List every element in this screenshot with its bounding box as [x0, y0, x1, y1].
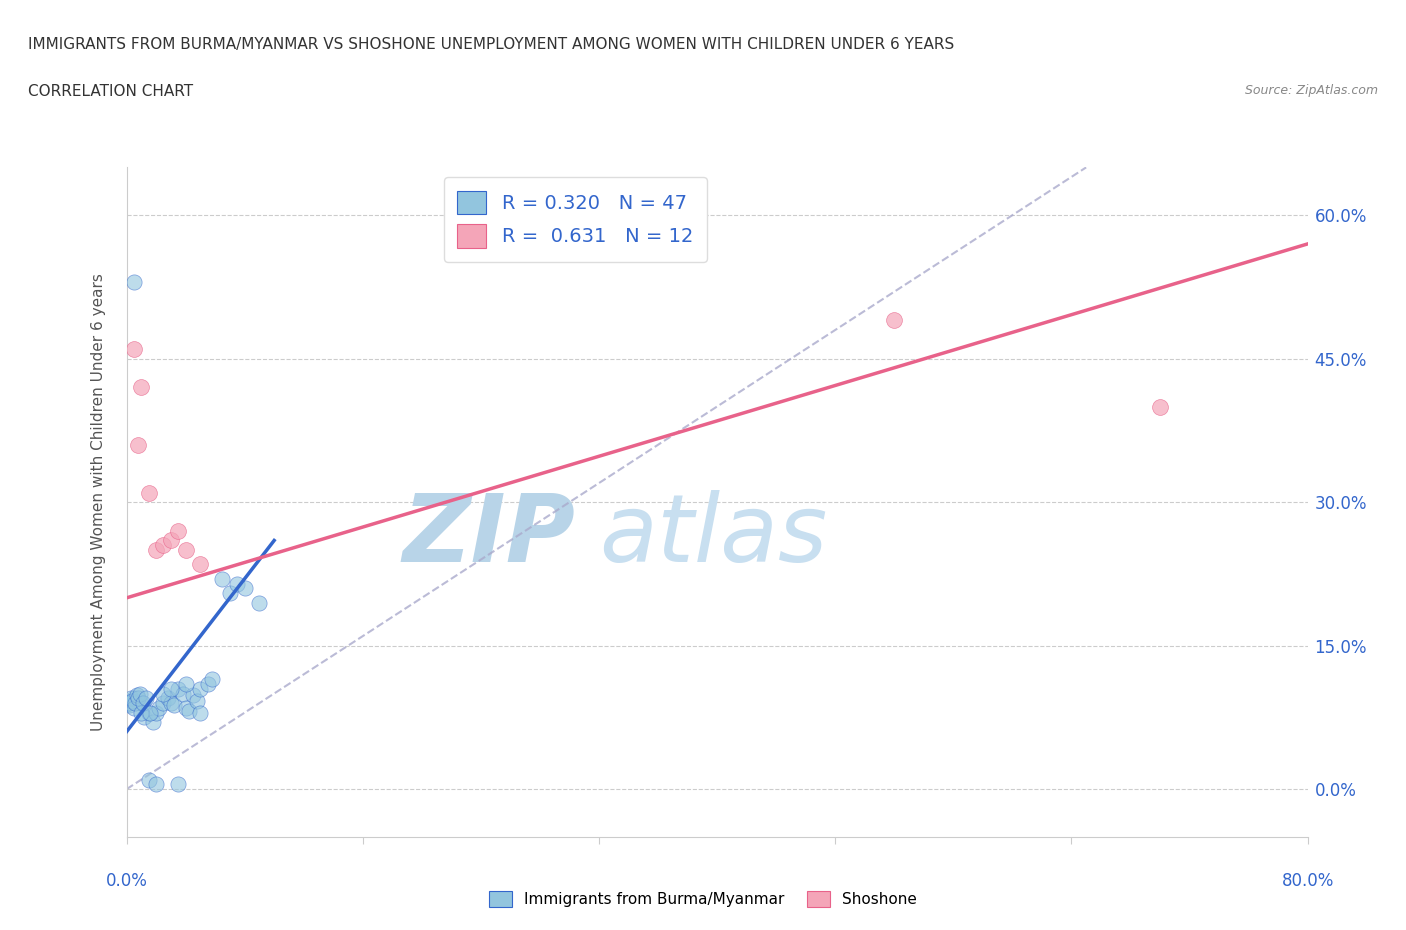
Point: [883, 313, 905, 328]
Point: [201, 671, 224, 686]
Point: [163, 698, 186, 712]
Text: atlas: atlas: [599, 490, 827, 581]
Text: 80.0%: 80.0%: [1281, 871, 1334, 890]
Point: [121, 694, 143, 709]
Point: [181, 688, 204, 703]
Point: [148, 700, 170, 715]
Point: [138, 485, 160, 500]
Point: [174, 700, 197, 715]
Point: [118, 698, 141, 712]
Point: [218, 586, 242, 601]
Text: ZIP: ZIP: [402, 490, 575, 581]
Point: [156, 691, 179, 706]
Point: [152, 696, 174, 711]
Point: [188, 705, 211, 720]
Point: [122, 700, 145, 715]
Point: [125, 688, 148, 703]
Point: [167, 524, 190, 538]
Point: [233, 581, 256, 596]
Point: [226, 576, 249, 591]
Point: [188, 682, 211, 697]
Point: [145, 777, 167, 791]
Legend: R = 0.320   N = 47, R =  0.631   N = 12: R = 0.320 N = 47, R = 0.631 N = 12: [444, 177, 707, 261]
Point: [211, 571, 233, 586]
Point: [174, 542, 197, 557]
Point: [172, 686, 194, 701]
Point: [167, 777, 190, 791]
Point: [118, 696, 141, 711]
Point: [124, 696, 146, 711]
Point: [142, 715, 165, 730]
Point: [197, 676, 219, 691]
Point: [129, 696, 153, 711]
Y-axis label: Unemployment Among Women with Children Under 6 years: Unemployment Among Women with Children U…: [91, 273, 105, 731]
Point: [135, 691, 157, 706]
Point: [129, 705, 153, 720]
Point: [177, 703, 200, 718]
Point: [160, 682, 183, 697]
Point: [138, 772, 160, 787]
Point: [122, 274, 145, 289]
Point: [128, 686, 150, 701]
Point: [138, 705, 160, 720]
Point: [186, 694, 208, 709]
Point: [188, 557, 211, 572]
Point: [174, 676, 197, 691]
Point: [122, 341, 145, 356]
Point: [127, 691, 149, 706]
Point: [167, 682, 190, 697]
Text: IMMIGRANTS FROM BURMA/MYANMAR VS SHOSHONE UNEMPLOYMENT AMONG WOMEN WITH CHILDREN: IMMIGRANTS FROM BURMA/MYANMAR VS SHOSHON…: [28, 37, 955, 52]
Point: [132, 696, 155, 711]
Point: [145, 705, 167, 720]
Text: 0.0%: 0.0%: [105, 871, 148, 890]
Point: [129, 380, 153, 395]
Point: [152, 686, 174, 701]
Point: [152, 538, 174, 552]
Point: [247, 595, 270, 610]
Point: [127, 437, 149, 452]
Point: [1149, 399, 1171, 414]
Point: [117, 696, 139, 711]
Point: [160, 696, 183, 711]
Point: [134, 710, 156, 724]
Text: Source: ZipAtlas.com: Source: ZipAtlas.com: [1244, 84, 1378, 97]
Legend: Immigrants from Burma/Myanmar, Shoshone: Immigrants from Burma/Myanmar, Shoshone: [482, 884, 924, 913]
Point: [139, 705, 162, 720]
Point: [145, 542, 167, 557]
Text: CORRELATION CHART: CORRELATION CHART: [28, 84, 193, 99]
Point: [160, 533, 183, 548]
Point: [122, 691, 145, 706]
Point: [120, 691, 142, 706]
